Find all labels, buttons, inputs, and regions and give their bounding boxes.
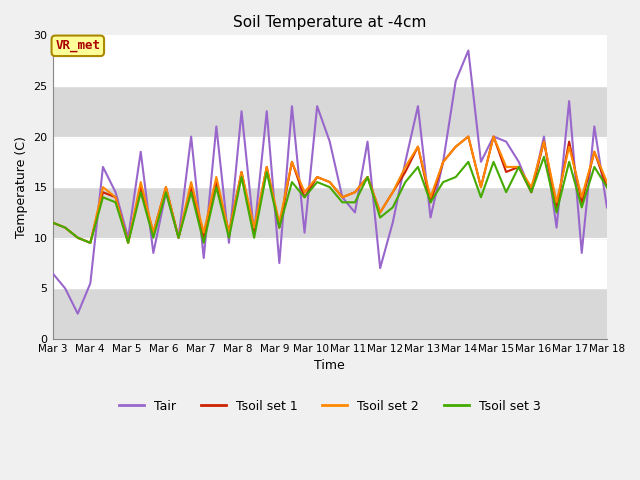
X-axis label: Time: Time [314,360,345,372]
Bar [52,187,607,238]
Title: Soil Temperature at -4cm: Soil Temperature at -4cm [233,15,426,30]
Legend: Tair, Tsoil set 1, Tsoil set 2, Tsoil set 3: Tair, Tsoil set 1, Tsoil set 2, Tsoil se… [114,395,546,418]
Text: VR_met: VR_met [55,39,100,52]
Bar [52,238,607,288]
Bar [52,288,607,339]
Bar [52,86,607,136]
Bar [52,136,607,187]
Bar [52,36,607,86]
Y-axis label: Temperature (C): Temperature (C) [15,136,28,238]
